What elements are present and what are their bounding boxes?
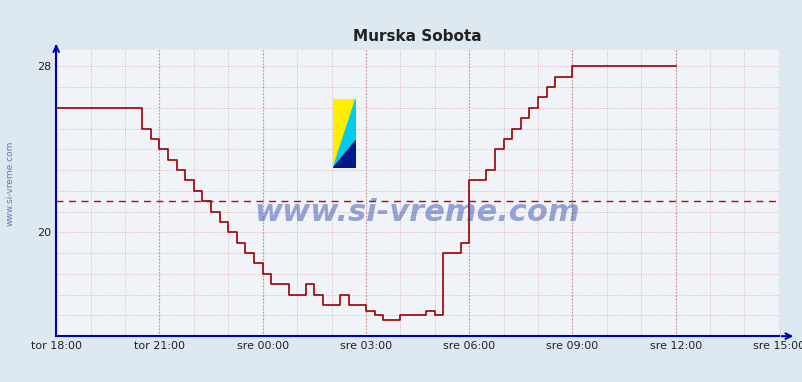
Text: www.si-vreme.com: www.si-vreme.com — [254, 199, 580, 227]
Title: Murska Sobota: Murska Sobota — [353, 29, 481, 44]
Polygon shape — [333, 99, 355, 168]
Polygon shape — [333, 99, 355, 168]
Text: www.si-vreme.com: www.si-vreme.com — [6, 141, 15, 226]
Polygon shape — [333, 141, 355, 168]
